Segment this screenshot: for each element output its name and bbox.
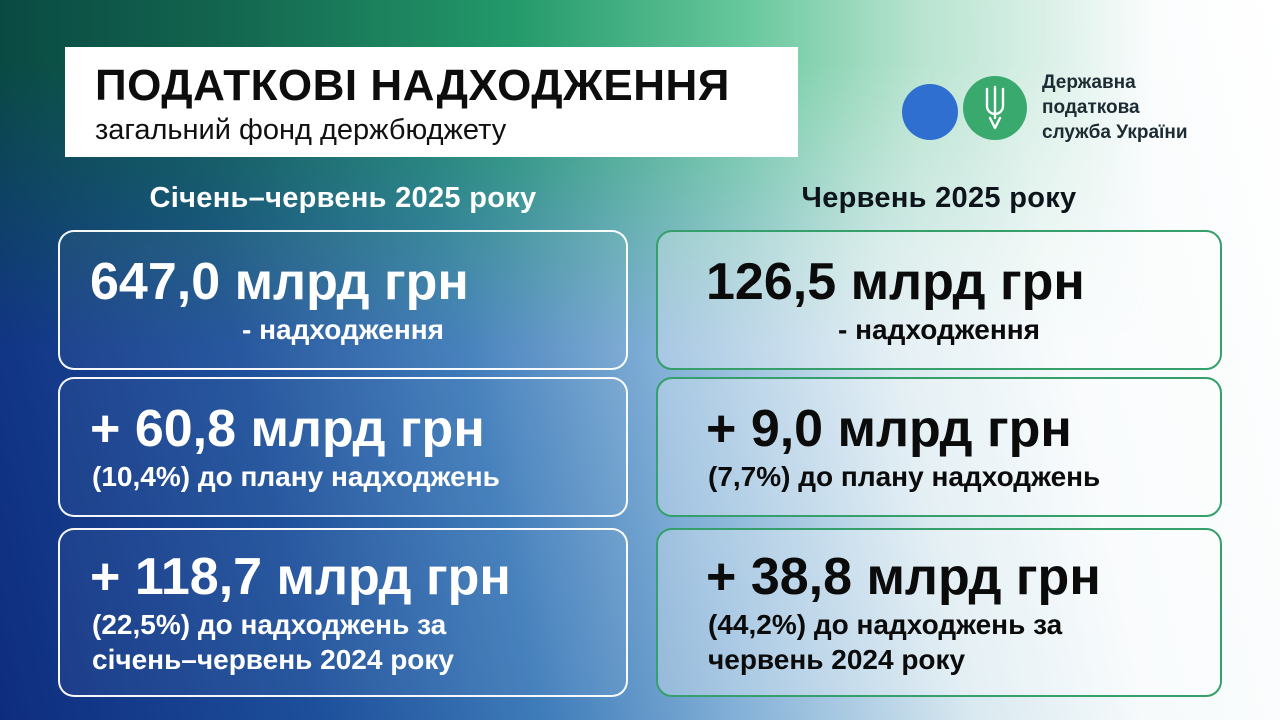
column-jun-2025: 126,5 млрд грн - надходження + 9,0 млрд … [656,230,1222,697]
stat-card-vs-plan-jan-jun: + 60,8 млрд грн (10,4%) до плану надходж… [58,377,628,517]
logo-org-name: Державна податкова служба України [1042,72,1188,144]
page-subtitle: загальний фонд держбюджету [95,114,507,146]
stat-note: (44,2%) до надходжень за червень 2024 ро… [708,609,1063,675]
stat-value: + 60,8 млрд грн [90,399,485,458]
stat-value: + 38,8 млрд грн [706,548,1101,607]
stat-card-vs-2024-jan-jun: + 118,7 млрд грн (22,5%) до надходжень з… [58,528,628,697]
period-header-jan-jun-2025: Січень–червень 2025 року [149,182,537,214]
logo-blue-circle-icon [902,83,958,140]
stat-note: (10,4%) до плану надходжень [92,461,500,493]
stat-value: + 9,0 млрд грн [706,399,1072,458]
trident-icon [963,75,1027,140]
tax-service-logo: Державна податкова служба України [902,70,1188,145]
stat-note: - надходження [838,314,1040,346]
stat-note: - надходження [242,314,444,346]
stat-value: 126,5 млрд грн [706,252,1085,311]
column-jan-jun-2025: 647,0 млрд грн - надходження + 60,8 млрд… [58,230,628,697]
stat-value: + 118,7 млрд грн [90,548,511,607]
page-title: ПОДАТКОВІ НАДХОДЖЕННЯ [95,61,730,110]
stat-card-vs-2024-jun: + 38,8 млрд грн (44,2%) до надходжень за… [656,528,1222,697]
stat-value: 647,0 млрд грн [90,252,469,311]
stat-card-vs-plan-jun: + 9,0 млрд грн (7,7%) до плану надходжен… [656,377,1222,517]
stat-card-revenue-jan-jun: 647,0 млрд грн - надходження [58,230,628,370]
period-header-jun-2025: Червень 2025 року [801,182,1077,214]
stat-note: (22,5%) до надходжень за січень–червень … [92,609,454,675]
title-card: ПОДАТКОВІ НАДХОДЖЕННЯ загальний фонд дер… [65,47,798,157]
stat-note: (7,7%) до плану надходжень [708,461,1101,493]
stat-card-revenue-jun: 126,5 млрд грн - надходження [656,230,1222,370]
